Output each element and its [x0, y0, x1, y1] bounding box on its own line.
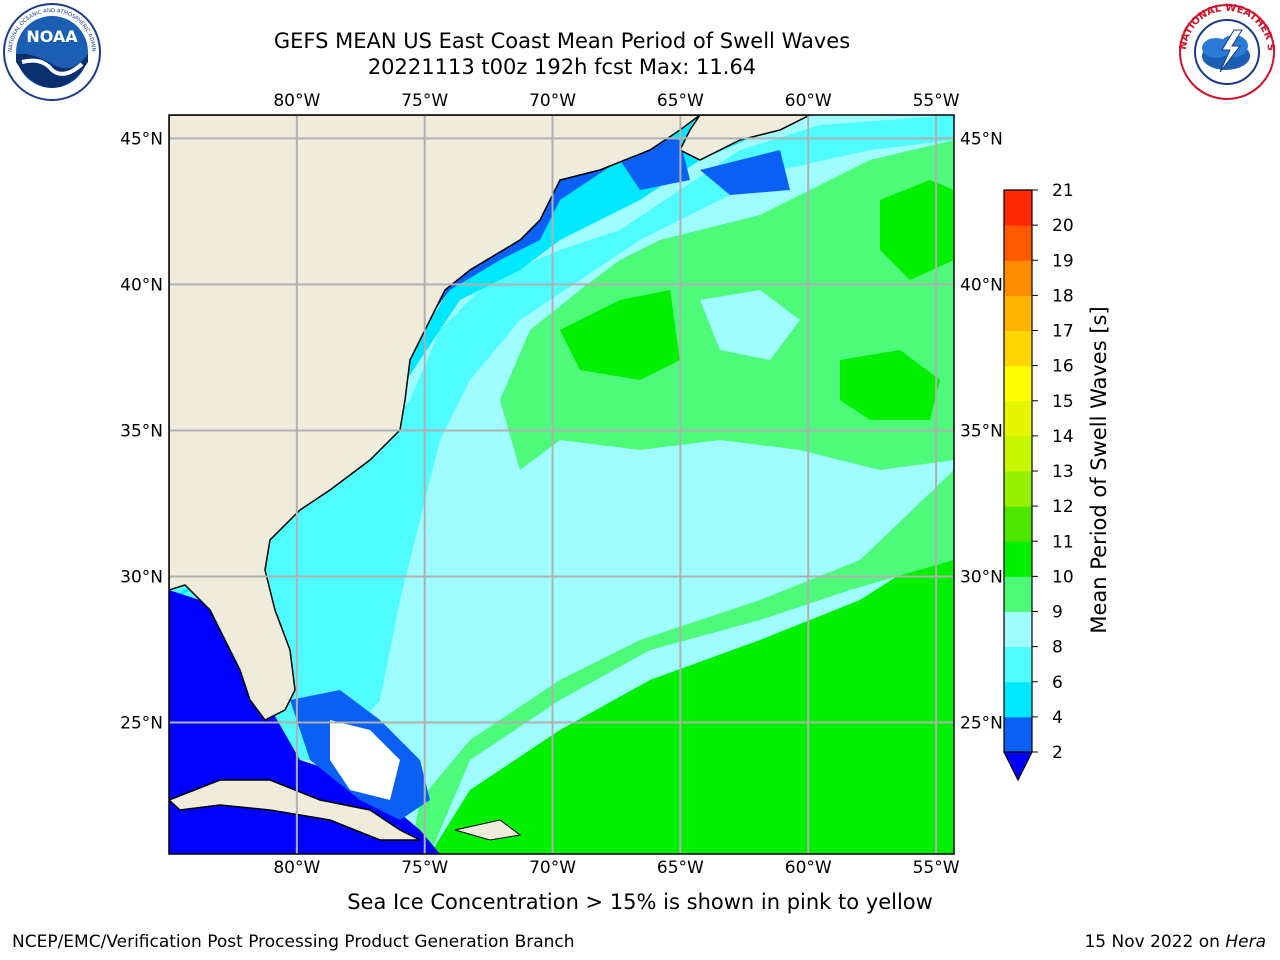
colorbar-tick-label: 12 [1052, 497, 1074, 517]
colorbar-tick-label: 10 [1052, 567, 1074, 587]
credit-text: NCEP/EMC/Verification Post Processing Pr… [12, 932, 575, 952]
colorbar-segment [1004, 611, 1032, 648]
colorbar-segment [1004, 681, 1032, 718]
land-us-east-coast [169, 115, 702, 721]
lon-label-top: 60°W [785, 91, 832, 111]
lat-labels-right: 45°N 40°N 35°N 30°N 25°N [960, 129, 1003, 733]
lat-label-right: 45°N [960, 129, 1003, 149]
colorbar-segment [1004, 576, 1032, 612]
colorbar-tick-label: 19 [1052, 251, 1074, 271]
lat-label-right: 25°N [960, 714, 1003, 734]
colorbar-tick-label: 17 [1052, 322, 1074, 342]
swell-band-10-11 [430, 540, 954, 854]
colorbar-segment [1004, 190, 1032, 226]
land-cuba [169, 779, 421, 841]
lat-label-left: 30°N [120, 568, 163, 588]
lat-labels-left: 45°N 40°N 35°N 30°N 25°N [120, 129, 163, 733]
colorbar-segment [1004, 541, 1032, 577]
lat-label-right: 35°N [960, 421, 1003, 441]
lat-label-left: 25°N [120, 714, 163, 734]
lon-label-bottom: 70°W [529, 858, 576, 878]
lat-label-right: 40°N [960, 275, 1003, 295]
map-plot-area [169, 115, 954, 854]
colorbar-segment [1004, 435, 1032, 472]
colorbar: 2 4 6 8 9 10 11 12 13 14 15 16 17 18 19 20 21 [1003, 181, 1074, 782]
bahamas-banks [330, 720, 400, 800]
colorbar-label: Mean Period of Swell Waves [s] [1087, 306, 1111, 633]
colorbar-segment [1004, 365, 1032, 402]
lat-label-right: 30°N [960, 568, 1003, 588]
nws-logo: NATIONAL WEATHER SERVICE [1176, 2, 1276, 100]
colorbar-segment [1004, 260, 1032, 296]
chart-subtitle: 20221113 t00z 192h fcst Max: 11.64 [367, 55, 757, 79]
swell-patch-10-11-b [840, 350, 940, 420]
lon-label-top: 65°W [657, 91, 704, 111]
lat-label-left: 45°N [120, 129, 163, 149]
swell-patch-10-11-a [560, 290, 680, 380]
colorbar-segment [1004, 330, 1032, 367]
lon-label-bottom: 75°W [401, 858, 448, 878]
date-host: 15 Nov 2022 on Hera [1084, 932, 1266, 952]
colorbar-tick-label: 2 [1052, 743, 1063, 763]
colorbar-tick-label: 8 [1052, 638, 1063, 658]
colorbar-segment [1004, 506, 1032, 542]
colorbar-segment [1004, 471, 1032, 507]
lon-labels-top: 80°W 75°W 70°W 65°W 60°W 55°W [273, 91, 959, 111]
lon-label-bottom: 80°W [273, 858, 320, 878]
colorbar-tick-label: 13 [1052, 462, 1074, 482]
lon-label-top: 75°W [401, 91, 448, 111]
map-frame [168, 114, 955, 855]
colorbar-tick-label: 15 [1052, 392, 1074, 412]
colorbar-tick-label: 16 [1052, 357, 1074, 377]
host-name: Hera [1225, 932, 1266, 952]
sea-ice-note: Sea Ice Concentration > 15% is shown in … [0, 890, 1280, 914]
lon-label-bottom: 55°W [913, 858, 960, 878]
swell-band-6-8 [169, 115, 954, 760]
colorbar-segment [1004, 400, 1032, 437]
colorbar-segment [1004, 716, 1032, 753]
map-gridlines [169, 115, 954, 854]
noaa-logo: NOAA NATIONAL OCEANIC AND ATMOSPHERIC AD… [2, 2, 101, 101]
colorbar-tick-label: 21 [1052, 181, 1074, 201]
colorbar-segment [1004, 646, 1032, 683]
lat-label-left: 35°N [120, 421, 163, 441]
colorbar-tick-label: 20 [1052, 216, 1074, 236]
lon-label-top: 80°W [273, 91, 320, 111]
date-text: 15 Nov 2022 on [1084, 932, 1226, 952]
colorbar-tick-label: 4 [1052, 708, 1063, 728]
lat-label-left: 40°N [120, 275, 163, 295]
colorbar-tick-label: 9 [1052, 603, 1063, 623]
lon-label-top: 55°W [913, 91, 960, 111]
colorbar-tick-label: 11 [1052, 532, 1074, 552]
colorbar-tick-label: 6 [1052, 673, 1063, 693]
colorbar-segment [1004, 295, 1032, 331]
chart-title: GEFS MEAN US East Coast Mean Period of S… [273, 29, 851, 53]
land-hispaniola [454, 819, 522, 841]
lon-label-top: 70°W [529, 91, 576, 111]
sea-ice-note-text: Sea Ice Concentration > 15% is shown in … [347, 890, 933, 914]
noaa-text: NOAA [26, 27, 78, 46]
swell-patch-8-9 [700, 290, 800, 360]
gulf-of-maine-low-2 [700, 150, 790, 195]
colorbar-extend-arrow [1003, 751, 1033, 782]
lon-label-bottom: 65°W [657, 858, 704, 878]
colorbar-segment [1004, 225, 1032, 261]
lon-label-bottom: 60°W [785, 858, 832, 878]
lon-labels-bottom: 80°W 75°W 70°W 65°W 60°W 55°W [273, 858, 959, 878]
colorbar-tick-label: 18 [1052, 286, 1074, 306]
colorbar-tick-label: 14 [1052, 427, 1074, 447]
